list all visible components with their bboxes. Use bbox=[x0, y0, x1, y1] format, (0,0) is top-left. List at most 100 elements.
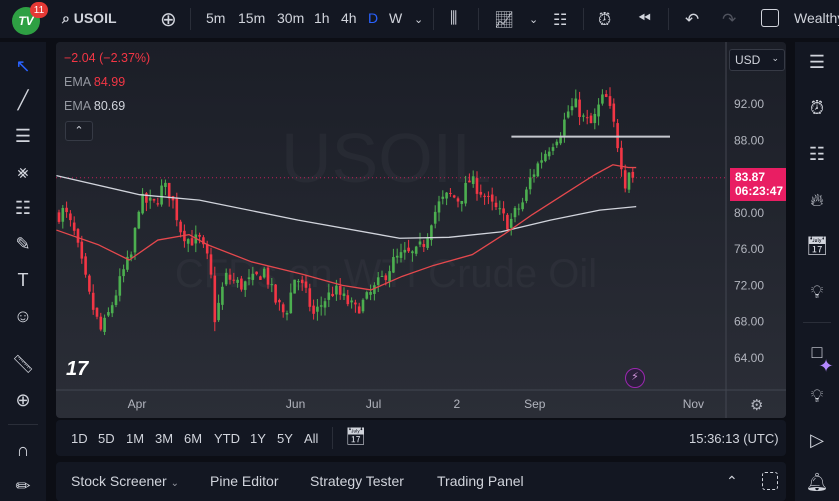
trend-line-icon[interactable]: ╱ bbox=[17, 90, 29, 110]
candle-body bbox=[202, 237, 205, 245]
candle-body bbox=[316, 306, 319, 312]
tab-pine-editor[interactable]: Pine Editor bbox=[210, 473, 279, 489]
interval-5m[interactable]: 5m bbox=[206, 10, 226, 26]
undo-icon[interactable]: ↶ bbox=[685, 10, 700, 29]
interval-1h[interactable]: 1h bbox=[314, 10, 330, 26]
chevron-down-icon[interactable]: ⌄ bbox=[414, 14, 424, 26]
candle-body bbox=[445, 192, 448, 199]
play-broadcast-icon[interactable]: ▷ bbox=[810, 430, 824, 450]
chevron-up-icon: ⌃ bbox=[74, 125, 84, 137]
candle-body bbox=[547, 151, 551, 157]
go-to-date-icon[interactable]: 📅︎ bbox=[345, 427, 367, 446]
candle-body bbox=[179, 221, 182, 233]
price-tick: 80.00 bbox=[734, 206, 764, 220]
notifications-bell-icon[interactable]: 🔔︎ bbox=[805, 472, 829, 492]
collapse-legend-button[interactable]: ⌃ bbox=[65, 121, 93, 141]
candle-body bbox=[198, 234, 201, 237]
maximize-icon[interactable] bbox=[762, 472, 778, 490]
lock-drawings-icon[interactable]: ✏ bbox=[15, 476, 31, 496]
cursor-icon[interactable]: ↖ bbox=[15, 56, 31, 76]
watermark-symbol: USOIL bbox=[281, 119, 491, 197]
replay-icon[interactable]: ⏪︎ bbox=[638, 10, 651, 27]
candle-body bbox=[449, 192, 452, 194]
alarm-icon[interactable]: ⏰︎ bbox=[598, 10, 612, 29]
range-ytd[interactable]: YTD bbox=[214, 431, 240, 446]
candle-body bbox=[437, 201, 441, 213]
chat-icon[interactable]: □ bbox=[811, 342, 823, 362]
symbol-search[interactable]: ⌕ USOIL bbox=[62, 10, 117, 26]
settings-gear-icon[interactable]: ⚙ bbox=[750, 397, 764, 414]
ideas-lightbulb-icon[interactable]: 💡︎ bbox=[810, 282, 824, 302]
sparkle-icon[interactable]: ✦ bbox=[818, 356, 834, 376]
chevron-up-icon[interactable]: ⌃ bbox=[726, 473, 738, 489]
compare-symbol-icon[interactable]: ⊕ bbox=[160, 9, 177, 31]
candle-body bbox=[72, 222, 76, 231]
chart-area[interactable]: USOIL CFDs on WTI Crude Oil 64.00 68.00 72.0… bbox=[56, 42, 786, 418]
tab-stock-screener[interactable]: Stock Screener ⌄ bbox=[71, 473, 179, 489]
candle-body bbox=[384, 275, 388, 281]
candles-icon[interactable]: ⫼ bbox=[450, 10, 458, 27]
candle-body bbox=[589, 115, 593, 124]
candle-body bbox=[582, 115, 585, 117]
candle-body bbox=[107, 312, 110, 316]
calendar-icon[interactable]: 📅︎ bbox=[805, 236, 829, 256]
redo-icon[interactable]: ↷ bbox=[722, 10, 737, 29]
range-1d[interactable]: 1D bbox=[71, 431, 88, 446]
fib-retracement-icon[interactable]: ☰ bbox=[14, 126, 32, 146]
candle-body bbox=[574, 98, 578, 108]
range-5d[interactable]: 5D bbox=[98, 431, 115, 446]
watchlist-icon[interactable]: ☰ bbox=[808, 52, 826, 72]
candle-body bbox=[506, 214, 509, 230]
brush-icon[interactable]: ✎ bbox=[15, 234, 31, 254]
candle-body bbox=[532, 174, 536, 177]
interval-w[interactable]: W bbox=[389, 10, 403, 26]
hotlists-flame-icon[interactable]: 🔥︎ bbox=[810, 190, 824, 210]
tab-trading-panel[interactable]: Trading Panel bbox=[437, 473, 524, 489]
range-1y[interactable]: 1Y bbox=[250, 431, 266, 446]
range-1m[interactable]: 1M bbox=[126, 431, 145, 446]
magnet-icon[interactable]: ∩ bbox=[16, 440, 30, 460]
candle-body bbox=[475, 178, 479, 194]
ema-fast-legend[interactable]: EMA 84.99 bbox=[64, 75, 126, 89]
range-all[interactable]: All bbox=[304, 431, 319, 446]
interval-30m[interactable]: 30m bbox=[277, 10, 305, 26]
indicators-icon[interactable]: 📈︎ bbox=[494, 12, 515, 29]
candle-body bbox=[331, 293, 334, 297]
fullscreen-checkbox-icon[interactable] bbox=[761, 9, 779, 27]
candle-body bbox=[616, 123, 619, 149]
interval-4h[interactable]: 4h bbox=[341, 10, 357, 26]
account-name[interactable]: Wealthy bbox=[794, 10, 839, 26]
interval-15m[interactable]: 15m bbox=[238, 10, 266, 26]
emoji-icon[interactable]: ☺ bbox=[13, 306, 33, 326]
interval-d[interactable]: D bbox=[368, 10, 379, 26]
zoom-in-icon[interactable]: ⊕ bbox=[15, 390, 31, 410]
ema-slow-legend[interactable]: EMA 80.69 bbox=[64, 99, 126, 113]
notification-badge: 11 bbox=[30, 2, 48, 18]
candle-body bbox=[373, 285, 376, 294]
range-5y[interactable]: 5Y bbox=[277, 431, 293, 446]
candle-body bbox=[456, 198, 460, 202]
ruler-icon[interactable]: 📏︎ bbox=[11, 354, 35, 374]
currency-select[interactable]: USD ⌄ bbox=[729, 49, 785, 71]
candle-body bbox=[414, 246, 418, 254]
add-list-icon[interactable]: ☷ bbox=[808, 144, 826, 164]
layout-grid-icon[interactable]: ☷ bbox=[553, 12, 568, 29]
tab-strategy-tester[interactable]: Strategy Tester bbox=[310, 473, 404, 489]
candle-body bbox=[528, 177, 532, 190]
streams-icon[interactable]: 💡︎ bbox=[810, 386, 824, 406]
candle-body bbox=[411, 251, 414, 254]
lightning-icon[interactable]: ⚡︎ bbox=[625, 368, 645, 388]
prediction-icon[interactable]: ☷ bbox=[14, 198, 32, 218]
candle-body bbox=[563, 119, 566, 136]
last-price-label: 83.87 06:23:47 bbox=[730, 168, 786, 201]
range-3m[interactable]: 3M bbox=[155, 431, 174, 446]
candle-body bbox=[601, 94, 604, 104]
clock[interactable]: 15:36:13 (UTC) bbox=[689, 431, 779, 446]
text-icon[interactable]: T bbox=[17, 270, 29, 290]
candle-body bbox=[426, 237, 429, 248]
pattern-icon[interactable]: ⨳ bbox=[17, 162, 29, 182]
range-6m[interactable]: 6M bbox=[184, 431, 203, 446]
chevron-down-icon[interactable]: ⌄ bbox=[529, 14, 539, 26]
alarm-clock-icon[interactable]: ⏰︎ bbox=[809, 98, 825, 118]
